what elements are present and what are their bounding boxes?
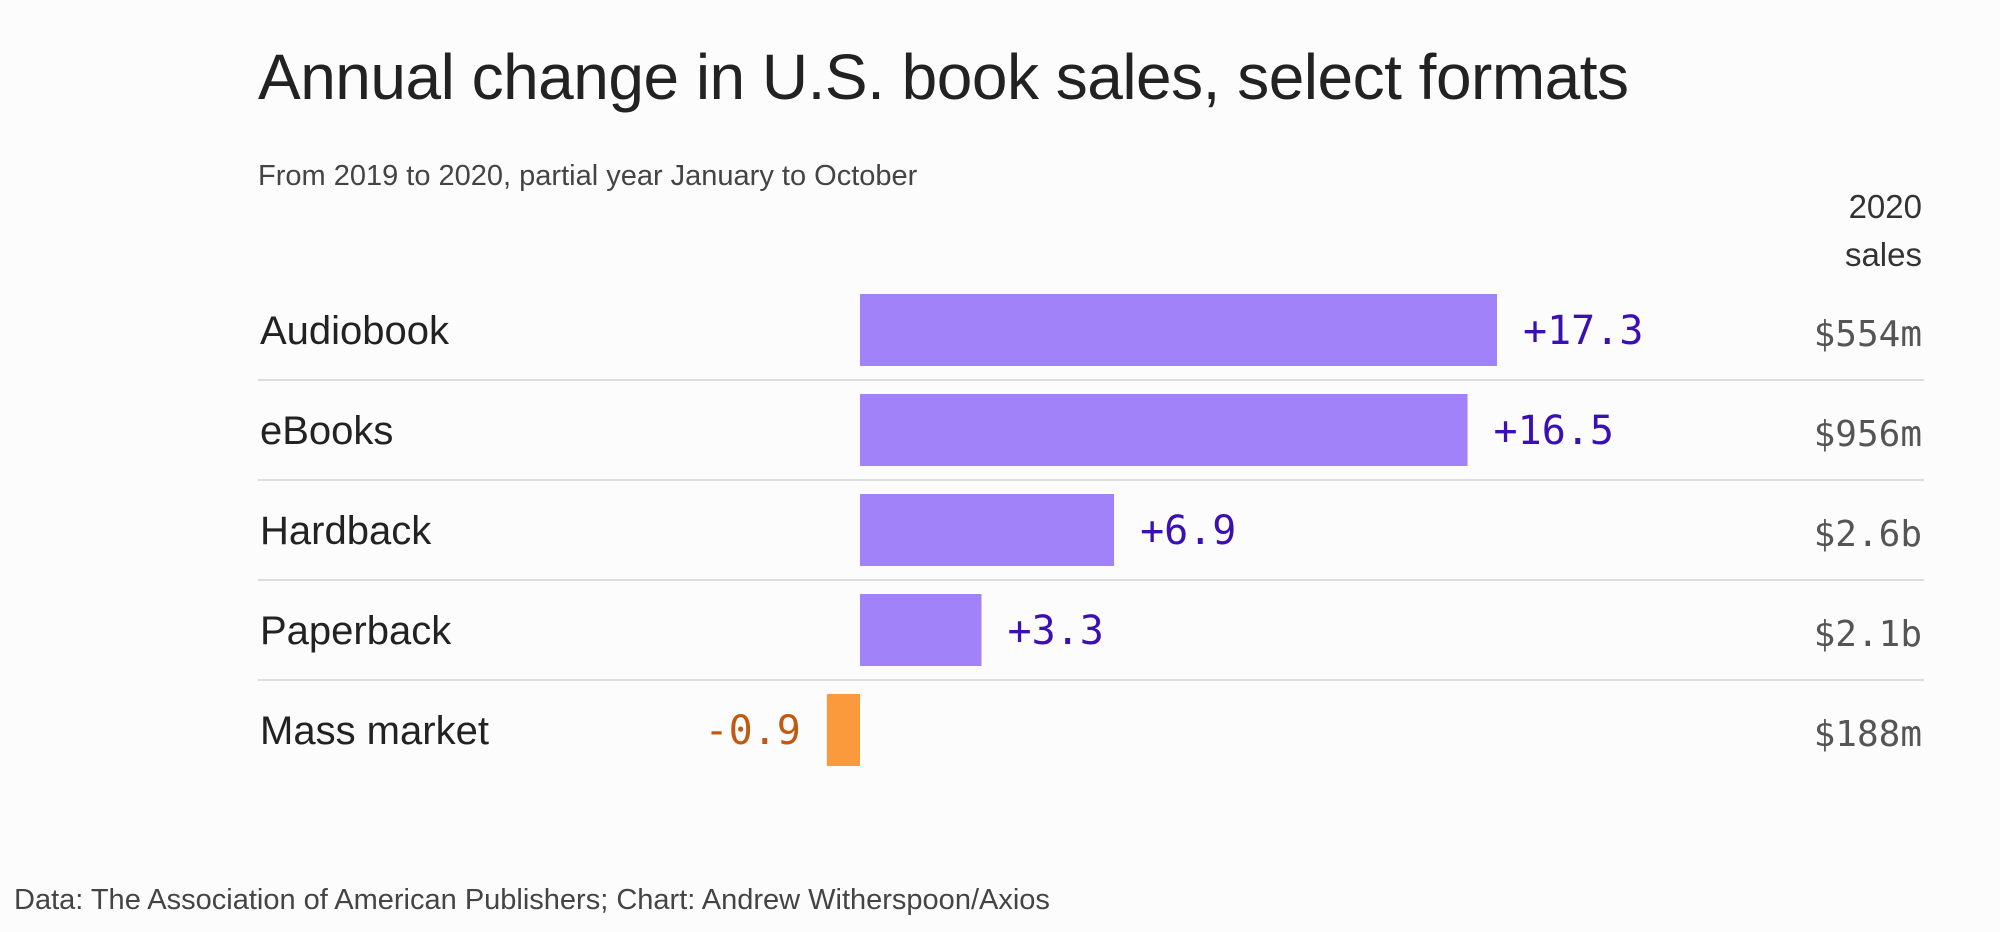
category-label-audiobook: Audiobook — [260, 309, 450, 353]
bar-mass-market — [826, 694, 860, 766]
sales-column-header: 2020 sales — [1722, 183, 1922, 279]
sales-header-year: 2020 — [1848, 188, 1922, 225]
category-label-ebooks: eBooks — [260, 409, 393, 453]
sales-value-paperback: $2.1b — [1814, 614, 1922, 655]
category-label-hardback: Hardback — [260, 509, 432, 553]
value-label-mass-market: -0.9 — [705, 708, 801, 754]
sales-header-label: sales — [1844, 236, 1922, 273]
bar-audiobook — [860, 294, 1497, 366]
value-label-paperback: +3.3 — [1008, 608, 1104, 654]
value-label-ebooks: +16.5 — [1494, 408, 1614, 454]
sales-value-ebooks: $956m — [1814, 414, 1922, 455]
chart-subtitle: From 2019 to 2020, partial year January … — [258, 160, 918, 192]
value-label-hardback: +6.9 — [1140, 508, 1236, 554]
bar-hardback — [860, 494, 1115, 566]
bar-paperback — [860, 594, 982, 666]
sales-value-mass-market: $188m — [1814, 714, 1922, 755]
category-label-paperback: Paperback — [260, 609, 452, 653]
sales-value-audiobook: $554m — [1814, 314, 1922, 355]
category-label-mass-market: Mass market — [260, 709, 489, 753]
source-credit: Data: The Association of American Publis… — [14, 884, 1050, 916]
value-label-audiobook: +17.3 — [1523, 308, 1643, 354]
sales-value-hardback: $2.6b — [1814, 514, 1922, 555]
chart-title: Annual change in U.S. book sales, select… — [258, 41, 1629, 113]
bar-ebooks — [860, 394, 1468, 466]
